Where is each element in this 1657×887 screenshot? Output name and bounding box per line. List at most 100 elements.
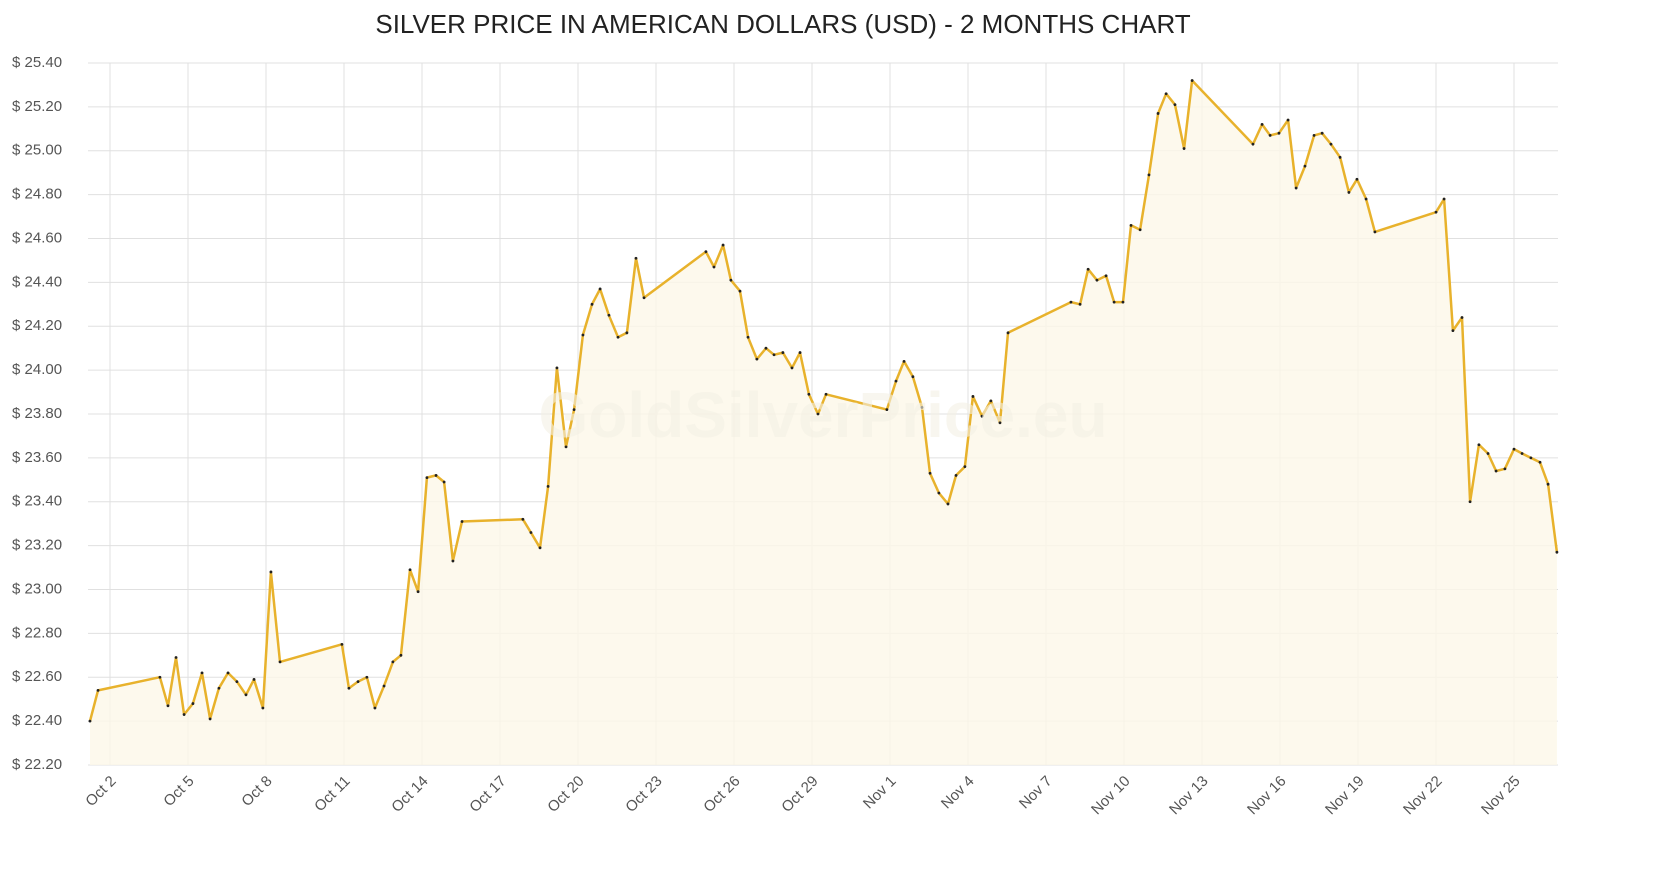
point (1347, 191, 1351, 194)
chart-title: SILVER PRICE IN AMERICAN DOLLARS (USD) -… (375, 9, 1190, 39)
point (572, 408, 576, 412)
point (642, 296, 646, 300)
y-tick-label: $ 23.60 (12, 449, 62, 466)
x-tick-label: Nov 10 (1088, 773, 1134, 819)
point (625, 331, 629, 335)
point (764, 346, 768, 350)
point (928, 471, 932, 475)
point (1164, 92, 1168, 96)
point (1147, 173, 1151, 177)
point (1512, 447, 1516, 451)
point (356, 680, 360, 684)
point (1320, 131, 1324, 135)
point (816, 412, 820, 416)
watermark: GoldSilverPrice.eu (538, 379, 1107, 451)
y-tick-label: $ 24.80 (12, 186, 62, 203)
point (88, 719, 92, 723)
point (1373, 230, 1377, 234)
point (721, 243, 725, 247)
point (269, 570, 273, 574)
point (598, 287, 602, 291)
area (90, 80, 1557, 765)
point (1434, 210, 1438, 214)
point (365, 675, 369, 679)
point (607, 313, 611, 317)
point (894, 379, 898, 383)
point (538, 546, 542, 550)
point (416, 590, 420, 594)
point (1468, 500, 1472, 504)
x-tick-label: Nov 19 (1322, 773, 1368, 819)
point (1546, 482, 1550, 486)
x-tick-label: Nov 1 (860, 773, 900, 813)
point (1277, 131, 1281, 135)
point (382, 684, 386, 688)
x-tick-label: Oct 5 (160, 773, 197, 810)
point (1538, 460, 1542, 464)
point (1268, 133, 1272, 137)
point (946, 502, 950, 506)
point (1156, 112, 1160, 115)
y-tick-label: $ 22.40 (12, 712, 62, 729)
y-tick-label: $ 22.20 (12, 756, 62, 773)
point (980, 414, 984, 418)
point (1338, 155, 1342, 159)
y-tick-label: $ 23.00 (12, 580, 62, 597)
y-tick-label: $ 22.60 (12, 668, 62, 685)
x-tick-label: Nov 22 (1400, 773, 1446, 819)
x-tick-label: Oct 14 (388, 773, 431, 816)
point (1086, 267, 1090, 271)
point (1129, 223, 1133, 227)
point (451, 559, 455, 563)
y-tick-label: $ 25.00 (12, 142, 62, 159)
point (1303, 164, 1307, 168)
point (1529, 456, 1533, 460)
y-tick-label: $ 22.80 (12, 624, 62, 641)
point (182, 713, 186, 716)
y-tick-label: $ 23.40 (12, 493, 62, 510)
point (425, 476, 429, 480)
point (885, 408, 889, 412)
point (191, 702, 195, 705)
point (1520, 452, 1524, 455)
point (1355, 177, 1359, 181)
point (746, 335, 750, 339)
point (208, 717, 212, 721)
point (1294, 186, 1298, 190)
point (971, 395, 975, 398)
point (442, 480, 446, 484)
point (1460, 316, 1464, 319)
point (1104, 274, 1108, 278)
point (616, 335, 620, 339)
point (772, 353, 776, 357)
x-tick-label: Oct 11 (311, 773, 353, 815)
point (1006, 331, 1010, 335)
point (920, 406, 924, 409)
point (1286, 118, 1290, 122)
point (174, 656, 178, 659)
point (1451, 329, 1455, 333)
point (460, 520, 464, 523)
point (546, 484, 550, 488)
x-tick-label: Nov 25 (1478, 773, 1524, 819)
point (1260, 123, 1264, 126)
point (937, 491, 941, 495)
point (200, 671, 204, 675)
point (902, 359, 906, 363)
point (252, 678, 256, 681)
point (1329, 142, 1333, 146)
point (1503, 467, 1507, 471)
y-tick-label: $ 23.80 (12, 405, 62, 422)
point (235, 680, 239, 684)
point (399, 653, 403, 657)
x-tick-label: Oct 20 (544, 773, 587, 816)
point (1442, 197, 1446, 201)
point (347, 686, 351, 690)
point (781, 351, 785, 354)
point (954, 474, 958, 477)
point (158, 675, 162, 679)
point (807, 392, 811, 396)
point (1251, 142, 1255, 146)
y-tick-label: $ 24.60 (12, 229, 62, 246)
